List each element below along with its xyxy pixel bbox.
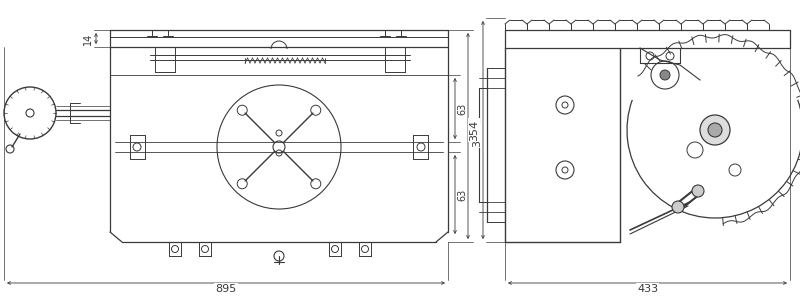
Circle shape [672,201,684,213]
Text: 433: 433 [637,284,658,294]
Text: 354: 354 [472,125,482,147]
Text: 63: 63 [457,102,467,115]
Circle shape [660,70,670,80]
Text: 354: 354 [469,119,479,141]
Circle shape [692,185,704,197]
Circle shape [708,123,722,137]
Text: 63: 63 [457,188,467,201]
Circle shape [700,115,730,145]
Text: 895: 895 [215,284,237,294]
Text: 14: 14 [83,32,93,45]
